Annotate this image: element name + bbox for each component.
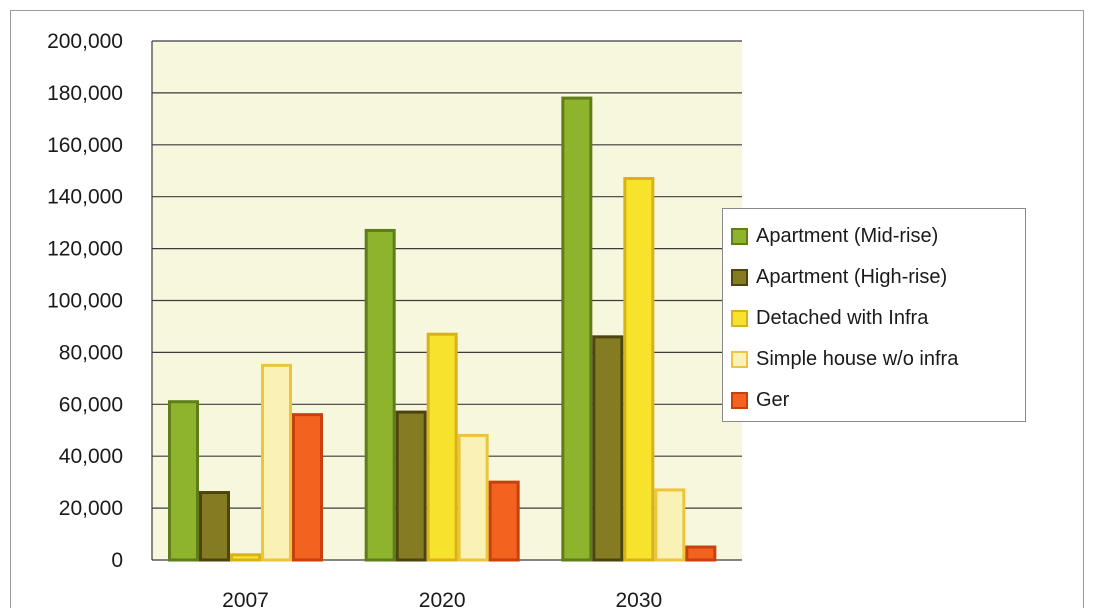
bar (561, 96, 593, 562)
legend-swatch (731, 269, 748, 286)
legend-label: Apartment (High-rise) (756, 266, 948, 288)
legend-swatch (731, 310, 748, 327)
bars (168, 96, 717, 562)
bar (199, 491, 230, 562)
x-axis: 2007 2020 2030 (222, 589, 662, 610)
y-tick-label: 180,000 (47, 82, 123, 105)
legend-item: Detached with Infra (723, 298, 1025, 339)
bar (168, 400, 199, 562)
bar (488, 480, 520, 562)
legend-swatch (731, 392, 748, 409)
y-tick-label: 120,000 (47, 238, 123, 261)
x-tick-label: 2007 (222, 589, 269, 610)
y-tick-label: 140,000 (47, 186, 123, 209)
bar (364, 228, 396, 562)
y-tick-label: 20,000 (59, 497, 123, 520)
y-tick-label: 100,000 (47, 290, 123, 313)
y-tick-label: 40,000 (59, 445, 123, 468)
bar (230, 553, 261, 562)
y-tick-label: 160,000 (47, 134, 123, 157)
bar (292, 413, 323, 562)
bar (654, 488, 686, 562)
bar (395, 410, 427, 562)
y-tick-label: 60,000 (59, 393, 123, 416)
legend-swatch (731, 351, 748, 368)
legend-label: Simple house w/o infra (756, 348, 959, 370)
bar (457, 433, 489, 562)
bar (685, 545, 717, 562)
legend: Apartment (Mid-rise) Apartment (High-ris… (722, 208, 1026, 422)
legend-item: Apartment (Mid-rise) (723, 216, 1025, 257)
legend-item: Ger (723, 380, 1025, 421)
bar (623, 177, 655, 562)
y-tick-label: 0 (111, 549, 123, 572)
y-axis: 0 20,000 40,000 60,000 80,000 100,000 120,000 1… (47, 30, 123, 572)
bar (261, 363, 292, 562)
legend-label: Detached with Infra (756, 307, 929, 329)
y-tick-label: 200,000 (47, 30, 123, 53)
legend-swatch (731, 228, 748, 245)
legend-label: Ger (756, 389, 790, 411)
legend-label: Apartment (Mid-rise) (756, 225, 939, 247)
legend-item: Simple house w/o infra (723, 339, 1025, 380)
bar (592, 335, 624, 562)
bar (426, 332, 458, 562)
x-tick-label: 2020 (419, 589, 466, 610)
legend-item: Apartment (High-rise) (723, 257, 1025, 298)
chart-frame (10, 10, 1084, 608)
x-tick-label: 2030 (615, 589, 662, 610)
y-tick-label: 80,000 (59, 341, 123, 364)
